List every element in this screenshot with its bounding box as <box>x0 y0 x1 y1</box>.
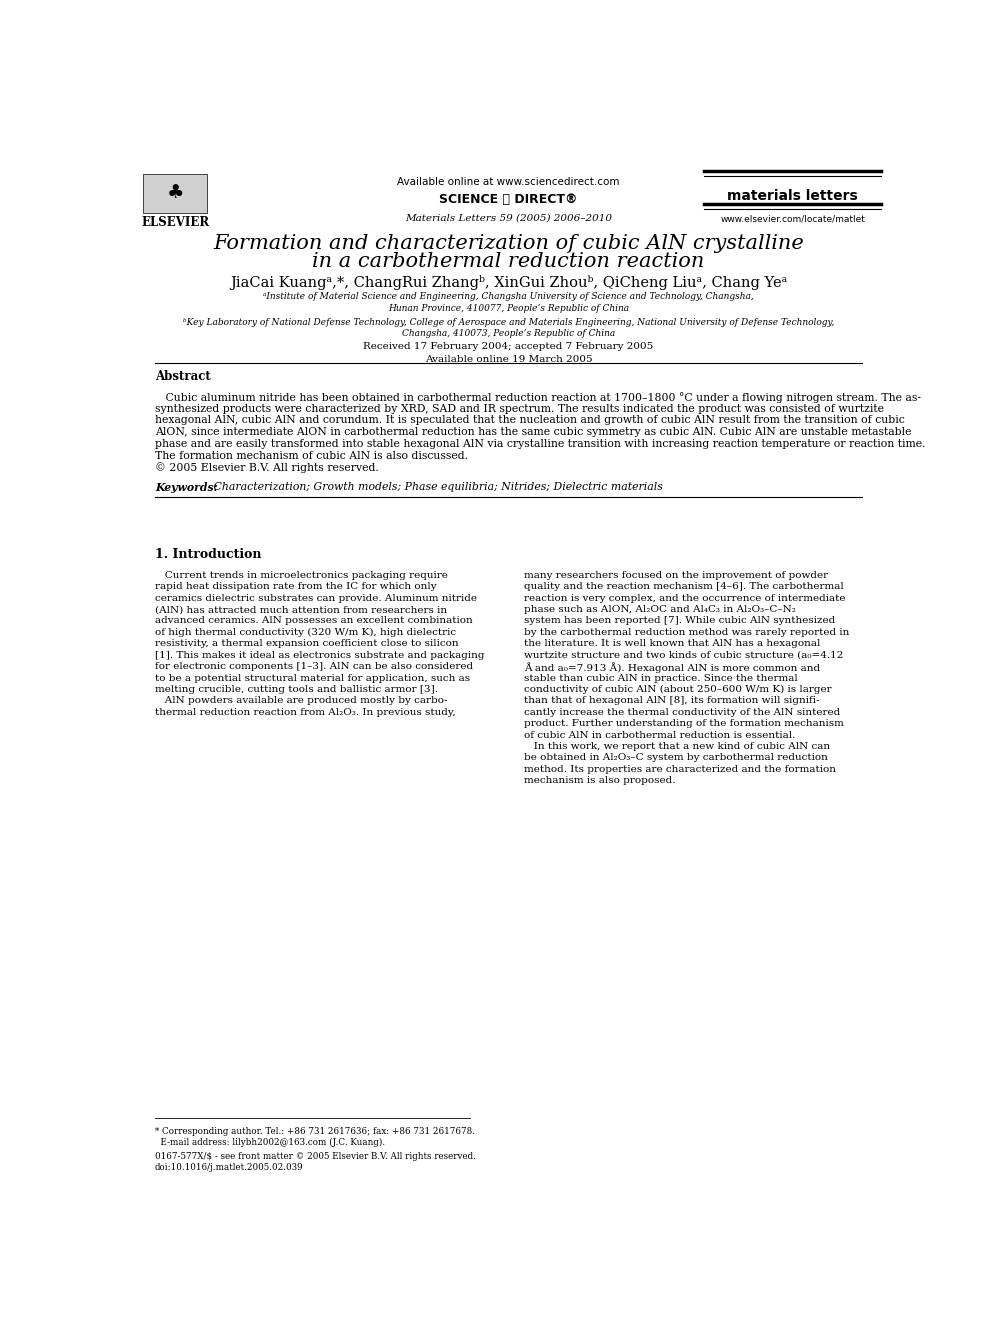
Text: The formation mechanism of cubic AlN is also discussed.: The formation mechanism of cubic AlN is … <box>155 451 468 460</box>
Text: resistivity, a thermal expansion coefficient close to silicon: resistivity, a thermal expansion coeffic… <box>155 639 458 648</box>
Text: product. Further understanding of the formation mechanism: product. Further understanding of the fo… <box>524 720 843 728</box>
Text: 0167-577X/$ - see front matter © 2005 Elsevier B.V. All rights reserved.: 0167-577X/$ - see front matter © 2005 El… <box>155 1152 475 1162</box>
Text: Abstract: Abstract <box>155 369 210 382</box>
Text: wurtzite structure and two kinds of cubic structure (a₀=4.12: wurtzite structure and two kinds of cubi… <box>524 651 843 660</box>
Text: Available online 19 March 2005: Available online 19 March 2005 <box>425 356 592 364</box>
Text: Available online at www.sciencedirect.com: Available online at www.sciencedirect.co… <box>397 177 620 187</box>
Text: of high thermal conductivity (320 W/m K), high dielectric: of high thermal conductivity (320 W/m K)… <box>155 628 456 636</box>
Text: E-mail address: lilybh2002@163.com (J.C. Kuang).: E-mail address: lilybh2002@163.com (J.C.… <box>155 1138 385 1147</box>
Text: Materials Letters 59 (2005) 2006–2010: Materials Letters 59 (2005) 2006–2010 <box>405 214 612 222</box>
Text: Hunan Province, 410077, People’s Republic of China: Hunan Province, 410077, People’s Republi… <box>388 304 629 314</box>
Text: be obtained in Al₂O₃–C system by carbothermal reduction: be obtained in Al₂O₃–C system by carboth… <box>524 753 827 762</box>
Text: stable than cubic AlN in practice. Since the thermal: stable than cubic AlN in practice. Since… <box>524 673 798 683</box>
Text: Å and a₀=7.913 Å). Hexagonal AlN is more common and: Å and a₀=7.913 Å). Hexagonal AlN is more… <box>524 662 820 673</box>
Text: quality and the reaction mechanism [4–6]. The carbothermal: quality and the reaction mechanism [4–6]… <box>524 582 843 591</box>
Text: advanced ceramics. AlN possesses an excellent combination: advanced ceramics. AlN possesses an exce… <box>155 617 472 626</box>
Text: method. Its properties are characterized and the formation: method. Its properties are characterized… <box>524 765 836 774</box>
Text: * Corresponding author. Tel.: +86 731 2617636; fax: +86 731 2617678.: * Corresponding author. Tel.: +86 731 26… <box>155 1127 475 1135</box>
Text: ♣: ♣ <box>167 183 185 202</box>
Text: SCIENCE ⓐ DIRECT®: SCIENCE ⓐ DIRECT® <box>439 193 577 206</box>
Text: of cubic AlN in carbothermal reduction is essential.: of cubic AlN in carbothermal reduction i… <box>524 730 796 740</box>
Text: In this work, we report that a new kind of cubic AlN can: In this work, we report that a new kind … <box>524 742 830 751</box>
Text: © 2005 Elsevier B.V. All rights reserved.: © 2005 Elsevier B.V. All rights reserved… <box>155 462 379 474</box>
Text: in a carbothermal reduction reaction: in a carbothermal reduction reaction <box>312 253 704 271</box>
Text: ᵃInstitute of Material Science and Engineering, Changsha University of Science a: ᵃInstitute of Material Science and Engin… <box>263 292 754 302</box>
Text: phase and are easily transformed into stable hexagonal AlN via crystalline trans: phase and are easily transformed into st… <box>155 439 926 448</box>
Text: Current trends in microelectronics packaging require: Current trends in microelectronics packa… <box>155 570 447 579</box>
Text: the literature. It is well known that AlN has a hexagonal: the literature. It is well known that Al… <box>524 639 820 648</box>
Text: AlN powders available are produced mostly by carbo-: AlN powders available are produced mostl… <box>155 696 447 705</box>
Text: to be a potential structural material for application, such as: to be a potential structural material fo… <box>155 673 470 683</box>
Text: Changsha, 410073, People’s Republic of China: Changsha, 410073, People’s Republic of C… <box>402 329 615 339</box>
Text: phase such as AlON, Al₂OC and Al₄C₃ in Al₂O₃–C–N₂: phase such as AlON, Al₂OC and Al₄C₃ in A… <box>524 605 796 614</box>
Text: Characterization; Growth models; Phase equilibria; Nitrides; Dielectric material: Characterization; Growth models; Phase e… <box>210 482 663 492</box>
Text: JiaCai Kuangᵃ,*, ChangRui Zhangᵇ, XinGui Zhouᵇ, QiCheng Liuᵃ, Chang Yeᵃ: JiaCai Kuangᵃ,*, ChangRui Zhangᵇ, XinGui… <box>230 275 787 290</box>
Text: melting crucible, cutting tools and ballistic armor [3].: melting crucible, cutting tools and ball… <box>155 685 437 695</box>
Text: materials letters: materials letters <box>727 189 858 204</box>
Text: thermal reduction reaction from Al₂O₃. In previous study,: thermal reduction reaction from Al₂O₃. I… <box>155 708 455 717</box>
Text: ELSEVIER: ELSEVIER <box>142 216 209 229</box>
Text: system has been reported [7]. While cubic AlN synthesized: system has been reported [7]. While cubi… <box>524 617 835 626</box>
Text: synthesized products were characterized by XRD, SAD and IR spectrum. The results: synthesized products were characterized … <box>155 404 884 414</box>
Text: rapid heat dissipation rate from the IC for which only: rapid heat dissipation rate from the IC … <box>155 582 436 591</box>
Text: Formation and characterization of cubic AlN crystalline: Formation and characterization of cubic … <box>213 234 804 253</box>
Text: Keywords:: Keywords: <box>155 482 217 493</box>
Text: (AlN) has attracted much attention from researchers in: (AlN) has attracted much attention from … <box>155 605 446 614</box>
Bar <box>143 175 207 213</box>
Text: many researchers focused on the improvement of powder: many researchers focused on the improvem… <box>524 570 828 579</box>
Text: than that of hexagonal AlN [8], its formation will signifi-: than that of hexagonal AlN [8], its form… <box>524 696 819 705</box>
Text: 1. Introduction: 1. Introduction <box>155 549 261 561</box>
Text: AlON, since intermediate AlON in carbothermal reduction has the same cubic symme: AlON, since intermediate AlON in carboth… <box>155 427 912 437</box>
Text: by the carbothermal reduction method was rarely reported in: by the carbothermal reduction method was… <box>524 628 849 636</box>
Text: www.elsevier.com/locate/matlet: www.elsevier.com/locate/matlet <box>720 214 865 224</box>
Text: ceramics dielectric substrates can provide. Aluminum nitride: ceramics dielectric substrates can provi… <box>155 594 477 603</box>
Text: cantly increase the thermal conductivity of the AlN sintered: cantly increase the thermal conductivity… <box>524 708 840 717</box>
Text: reaction is very complex, and the occurrence of intermediate: reaction is very complex, and the occurr… <box>524 594 845 603</box>
Text: doi:10.1016/j.matlet.2005.02.039: doi:10.1016/j.matlet.2005.02.039 <box>155 1163 304 1172</box>
Text: hexagonal AlN, cubic AlN and corundum. It is speculated that the nucleation and : hexagonal AlN, cubic AlN and corundum. I… <box>155 415 905 426</box>
Text: mechanism is also proposed.: mechanism is also proposed. <box>524 777 676 785</box>
Text: Received 17 February 2004; accepted 7 February 2005: Received 17 February 2004; accepted 7 Fe… <box>363 343 654 351</box>
Text: for electronic components [1–3]. AlN can be also considered: for electronic components [1–3]. AlN can… <box>155 662 473 671</box>
Text: [1]. This makes it ideal as electronics substrate and packaging: [1]. This makes it ideal as electronics … <box>155 651 484 660</box>
Text: ᵇKey Laboratory of National Defense Technology, College of Aerospace and Materia: ᵇKey Laboratory of National Defense Tech… <box>183 318 834 327</box>
Text: conductivity of cubic AlN (about 250–600 W/m K) is larger: conductivity of cubic AlN (about 250–600… <box>524 685 831 695</box>
Text: Cubic aluminum nitride has been obtained in carbothermal reduction reaction at 1: Cubic aluminum nitride has been obtained… <box>155 392 921 404</box>
